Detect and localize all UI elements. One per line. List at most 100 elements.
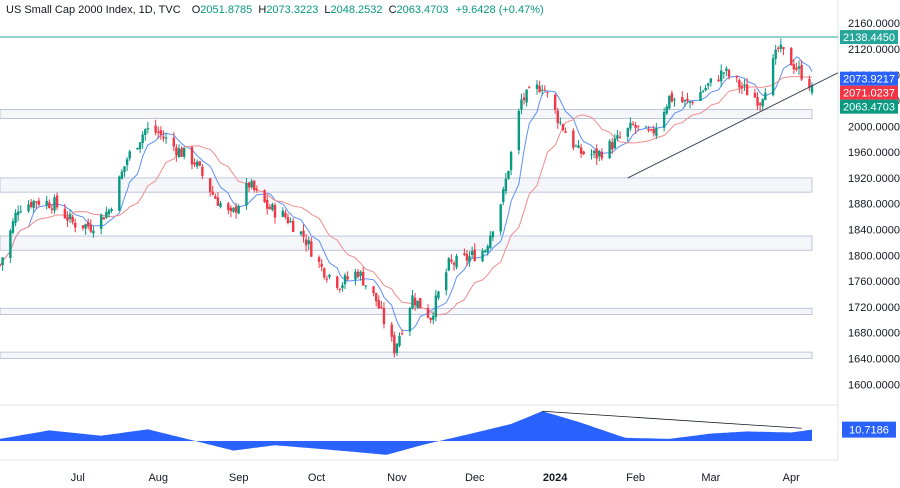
candle-body (390, 324, 393, 337)
indicator-area (0, 411, 812, 455)
candle-body (447, 258, 451, 271)
candle-body (574, 145, 578, 147)
candle-body (538, 85, 541, 93)
candle-body (486, 246, 489, 253)
candle-body (99, 214, 103, 229)
candle-body (810, 85, 814, 93)
candle-body (644, 126, 648, 128)
time-tick-label: 2024 (543, 472, 568, 484)
candle-body (655, 128, 658, 136)
candle-body (338, 288, 342, 290)
candle-body (284, 212, 287, 218)
price-tick-label: 1640.0000 (848, 354, 900, 366)
candle-body (618, 136, 622, 138)
candle-body (19, 211, 22, 213)
candle-body (146, 127, 150, 130)
candle-body (777, 47, 780, 49)
low-value: 2048.2532 (331, 4, 383, 16)
candle-body (434, 295, 438, 317)
candle-body (395, 343, 399, 353)
candle-body (792, 64, 796, 70)
candle-body (229, 207, 233, 212)
candle-body (346, 276, 349, 280)
time-tick-label: Feb (626, 472, 645, 484)
candle-body (722, 72, 725, 74)
candle-body (800, 65, 803, 80)
trendline (627, 72, 839, 179)
candle-body (14, 212, 17, 224)
candle-body (393, 335, 396, 354)
candle-body (136, 148, 139, 150)
price-tag-label: 2138.4450 (843, 32, 895, 44)
candle-body (553, 94, 557, 110)
candle-body (598, 151, 601, 157)
candle-body (102, 217, 105, 220)
candle-body (29, 201, 33, 208)
candle-body (27, 204, 30, 212)
candle-body (180, 148, 183, 157)
zone-rect (0, 109, 813, 119)
candle-body (668, 95, 671, 109)
candle-body (450, 259, 453, 262)
time-tick-label: Sep (229, 472, 249, 484)
candle-body (208, 178, 212, 192)
candle-body (372, 286, 375, 294)
price-tick-label: 1880.0000 (848, 199, 900, 211)
candle-body (45, 200, 48, 206)
zone-rect (0, 351, 813, 359)
candle-body (359, 271, 362, 277)
candle-body (432, 315, 435, 320)
candle-body (797, 66, 801, 69)
candle-body (53, 197, 56, 211)
price-tag (840, 30, 898, 45)
moving-averages (0, 56, 813, 332)
candle-body (745, 84, 749, 96)
price-tick-label: 2120.0000 (848, 44, 900, 56)
divergence-line (542, 410, 802, 429)
candle-body (144, 129, 147, 135)
candle-body (408, 308, 412, 332)
candle-body (600, 151, 604, 159)
candle-body (182, 147, 186, 157)
candle-body (302, 230, 305, 237)
candle-body (535, 84, 539, 89)
candle-body (377, 300, 380, 309)
candle-body (595, 148, 598, 159)
candle-body (709, 78, 713, 83)
candle-body (499, 204, 502, 232)
price-tick-label: 1760.0000 (848, 276, 900, 288)
candle-body (110, 209, 113, 212)
candle-body (616, 135, 619, 139)
candle-body (66, 216, 69, 221)
chart-title: US Small Cap 2000 Index, 1D, TVC (6, 4, 181, 16)
candle-body (452, 262, 456, 265)
candle-body (328, 274, 331, 277)
candle-body (198, 161, 201, 166)
candle-body (286, 217, 290, 224)
candle-body (725, 68, 728, 71)
price-tag (840, 85, 898, 100)
candle-body (631, 123, 635, 125)
time-tick-label: Oct (308, 472, 325, 484)
candle-body (579, 147, 583, 154)
candle-body (71, 216, 74, 223)
candle-body (717, 79, 720, 82)
candle-body (758, 103, 762, 105)
candle-body (756, 97, 759, 106)
candle-body (63, 208, 67, 219)
candle-body (162, 136, 165, 139)
candle-body (237, 205, 240, 214)
candlesticks (0, 38, 814, 358)
candle-body (354, 271, 357, 280)
candle-body (626, 128, 630, 137)
price-tick-label: 1800.0000 (848, 250, 900, 262)
candle-body (16, 211, 20, 216)
candle-body (92, 230, 95, 234)
candle-body (74, 222, 77, 228)
candle-body (481, 250, 484, 262)
candle-body (546, 92, 549, 94)
candle-body (107, 210, 111, 215)
candle-body (380, 306, 383, 308)
candle-body (509, 152, 513, 171)
candle-body (118, 176, 121, 211)
